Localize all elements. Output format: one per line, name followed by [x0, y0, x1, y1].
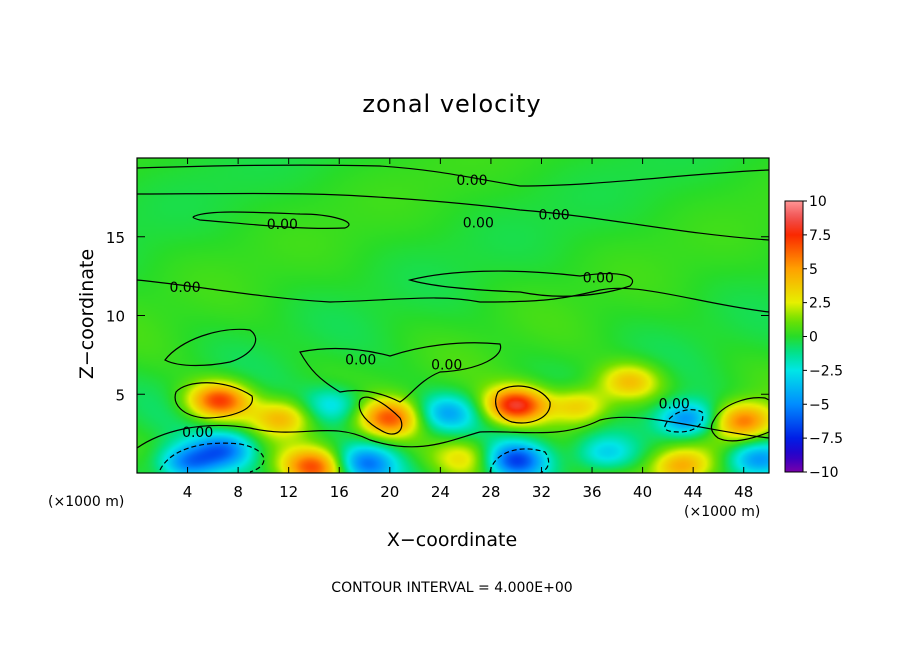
contour-line-pos-1 — [174, 382, 253, 419]
x-unit-label: (×1000 m) — [684, 504, 760, 520]
contour-label: 0.00 — [456, 173, 487, 189]
x-tick-label: 12 — [279, 483, 298, 501]
x-tick-label: 40 — [633, 483, 652, 501]
colorbar-tick-label: 2.5 — [809, 296, 831, 312]
contour-label: 0.00 — [431, 357, 462, 373]
x-tick-label: 16 — [330, 483, 349, 501]
contour-label: 0.00 — [539, 208, 570, 224]
x-tick-label: 24 — [431, 483, 450, 501]
contour-line-mid — [136, 192, 770, 241]
contour-label: 0.00 — [345, 353, 376, 369]
z-axis-label: Z−coordinate — [76, 249, 98, 379]
plot-area: 0.00 0.00 0.00 0.00 0.00 0.00 0.00 0.00 0.00 0.00 — [136, 157, 770, 474]
z-tick-label: 5 — [115, 386, 125, 404]
contour-line-center — [299, 342, 502, 403]
colorbar-tick-label: 10 — [809, 194, 827, 210]
contour-line-neg-1 — [159, 442, 265, 473]
z-tick-labels: 5 10 15 — [106, 229, 125, 405]
contour-label: 0.00 — [463, 216, 494, 232]
colorbar-tick-label: 5 — [809, 262, 818, 278]
contour-label: 0.00 — [182, 425, 213, 441]
x-tick-label: 4 — [183, 483, 193, 501]
contour-line-top — [136, 164, 770, 187]
contour-lines — [136, 164, 770, 474]
contour-line-pos-2 — [495, 385, 551, 424]
x-tick-label: 36 — [582, 483, 601, 501]
contour-line-pos-3 — [358, 396, 403, 435]
colorbar-tick-label: 7.5 — [809, 228, 831, 244]
contour-line-pos-4 — [710, 397, 770, 442]
x-tick-label: 44 — [684, 483, 703, 501]
colorbar-tick-label: −7.5 — [809, 431, 843, 447]
colorbar: 10 7.5 5 2.5 0 −2.5 −5 −7.5 −10 — [784, 194, 843, 481]
contour-labels: 0.00 0.00 0.00 0.00 0.00 0.00 0.00 0.00 0.00 0.00 — [169, 173, 689, 441]
z-unit-label: (×1000 m) — [48, 494, 124, 510]
x-tick-label: 8 — [233, 483, 243, 501]
colorbar-ticks: 10 7.5 5 2.5 0 −2.5 −5 −7.5 −10 — [803, 194, 843, 481]
z-tick-label: 10 — [106, 308, 125, 326]
contour-line-neg-2 — [489, 448, 550, 474]
x-tick-label: 32 — [532, 483, 551, 501]
contour-line-right-loop — [407, 270, 633, 297]
contour-label: 0.00 — [169, 280, 200, 296]
colorbar-tick-label: −10 — [809, 465, 839, 481]
z-tick-marks — [137, 236, 769, 395]
contour-line-left-loop — [164, 328, 257, 367]
contour-label: 0.00 — [267, 217, 298, 233]
contour-interval-text: CONTOUR INTERVAL = 4.000E+00 — [331, 580, 572, 596]
contour-line-low — [136, 279, 770, 313]
x-tick-labels: 4 8 12 16 20 24 28 32 36 40 44 48 — [183, 483, 753, 501]
colorbar-tick-label: 0 — [809, 330, 818, 346]
contour-label: 0.00 — [659, 397, 690, 413]
x-tick-label: 20 — [380, 483, 399, 501]
contour-line-zero-bottom — [136, 416, 770, 449]
z-tick-label: 15 — [106, 229, 125, 247]
x-tick-label: 28 — [481, 483, 500, 501]
colorbar-tick-label: −2.5 — [809, 363, 843, 379]
contour-line-upper-loop — [192, 211, 350, 229]
x-axis-label: X−coordinate — [387, 529, 517, 551]
chart-title: zonal velocity — [362, 90, 541, 118]
colorbar-fill — [784, 200, 804, 473]
colorbar-tick-label: −5 — [809, 397, 830, 413]
x-tick-label: 48 — [734, 483, 753, 501]
contour-label: 0.00 — [583, 271, 614, 287]
x-tick-marks — [187, 158, 745, 473]
